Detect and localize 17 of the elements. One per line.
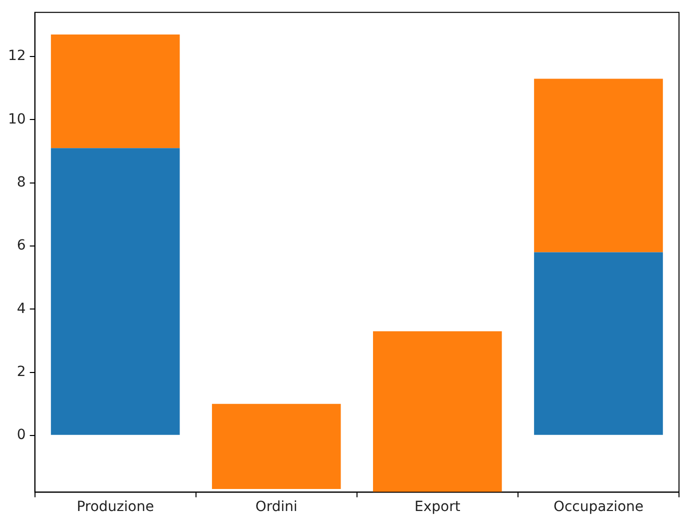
y-tick-label: 6 (16, 238, 26, 254)
y-tick-label: 2 (16, 364, 26, 380)
bar (534, 252, 663, 435)
bar (212, 404, 341, 490)
y-tick-label: 10 (8, 111, 26, 128)
bar (50, 34, 180, 148)
x-tick-label: Produzione (76, 499, 154, 516)
bar (373, 331, 502, 492)
y-tick-label: 8 (16, 174, 26, 190)
y-tick-label: 4 (16, 300, 26, 317)
bar (50, 148, 180, 435)
x-tick-label: Occupazione (553, 499, 644, 516)
y-tick-label: 12 (8, 48, 26, 64)
x-tick-label: Export (414, 499, 461, 516)
y-tick-label: 0 (16, 427, 26, 444)
bar (534, 78, 663, 252)
x-tick-label: Ordini (255, 499, 298, 516)
